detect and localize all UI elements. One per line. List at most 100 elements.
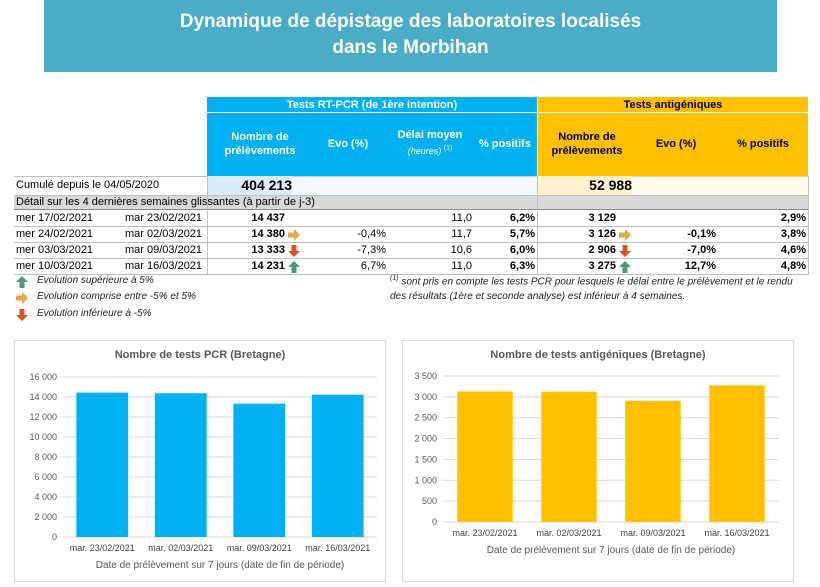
delay-unit-text: (heures) [407, 146, 442, 156]
x-axis-label: Date de prélèvement sur 7 jours (date de… [96, 560, 344, 571]
row-pcr-count: 14 231 [251, 260, 285, 272]
row-start-date: mer 24/02/2021 [16, 228, 94, 240]
bar [541, 391, 597, 522]
ag-subheader-bg [538, 113, 808, 176]
row-pcr-count: 13 333 [251, 244, 285, 256]
y-tick-label: 14 000 [29, 392, 57, 402]
title-line-2: dans le Morbihan [332, 37, 489, 58]
y-tick-label: 12 000 [29, 412, 57, 422]
footnote: (1) sont pris en compte les tests PCR po… [390, 271, 810, 304]
y-tick-label: 10 000 [29, 432, 57, 442]
row-pcr-positive: 5,7% [509, 228, 535, 240]
y-tick-label: 3 000 [414, 392, 437, 402]
ag-header-positive: % positifs [737, 138, 789, 150]
y-tick-label: 0 [432, 517, 437, 527]
legend-flat-arrow-icon [16, 292, 28, 304]
pcr-chart-title: Nombre de tests PCR (Bretagne) [114, 349, 286, 361]
pcr-header-evo: Evo (%) [327, 138, 369, 150]
row-pcr-evo: 6,7% [360, 260, 386, 272]
row-ag-positive: 4,6% [780, 244, 806, 256]
ag-header-evo: Evo (%) [655, 138, 697, 150]
cumul-row [14, 176, 808, 195]
legend-up-arrow-icon [16, 276, 28, 288]
ag-chart-title: Nombre de tests antigéniques (Bretagne) [490, 349, 706, 361]
legend-flat-label: Evolution comprise entre -5% et 5% [37, 291, 196, 302]
table-row [14, 211, 808, 227]
cumul-ag-bg [538, 176, 632, 195]
row-pcr-positive: 6,0% [509, 244, 535, 256]
row-pcr-evo: -0,4% [357, 228, 386, 240]
row-end-date: mar 23/02/2021 [125, 212, 203, 224]
title-banner: Dynamique de dépistage des laboratoires … [44, 0, 777, 72]
delay-note-mark: (1) [443, 145, 453, 152]
row-start-date: mer 17/02/2021 [16, 212, 94, 224]
row-end-date: mar 16/03/2021 [125, 260, 203, 272]
ag-header-count: Nombre de prélèvements [551, 131, 623, 157]
cumul-pcr-fill [292, 176, 537, 195]
cumul-pcr-bg [207, 176, 292, 195]
ag-group-header: Tests antigéniques [538, 97, 808, 113]
x-tick-label: mar. 02/03/2021 [148, 543, 213, 553]
ag-chart-svg: 0 500 1 000 1 500 2 000 2 500 3 000 3 500 mar. 2… [414, 371, 779, 556]
row-start-date: mer 03/03/2021 [16, 244, 94, 256]
row-end-date: mar 02/03/2021 [125, 228, 203, 240]
row-start-date: mer 10/03/2021 [16, 260, 94, 272]
cumul-ag-value: 52 988 [589, 177, 632, 193]
row-pcr-delay: 11,0 [451, 212, 472, 224]
row-pcr-delay: 10,6 [450, 244, 472, 256]
detail-label: Détail sur les 4 dernières semaines glis… [16, 196, 315, 208]
y-tick-label: 1 000 [414, 475, 437, 485]
x-tick-label: mar. 02/03/2021 [536, 528, 601, 538]
row-pcr-positive: 6,3% [509, 260, 535, 272]
y-tick-label: 2 000 [34, 512, 57, 522]
pcr-header-positive: % positifs [479, 138, 531, 150]
table-row [14, 227, 808, 243]
screening-table: Tests RT-PCR (de 1ère intention) Tests a… [14, 97, 810, 321]
row-ag-count: 2 906 [588, 244, 616, 256]
pcr-subheader-bg [207, 113, 537, 176]
y-tick-label: 8 000 [34, 452, 57, 462]
legend-up-label: Evolution supérieure à 5% [37, 275, 154, 286]
pcr-header-delay-unit: (heures) (1) [385, 145, 475, 156]
row-ag-evo: -0,1% [687, 228, 716, 240]
y-tick-label: 1 500 [414, 454, 437, 464]
footnote-text: sont pris en compte les tests PCR pour l… [390, 276, 793, 303]
y-tick-label: 500 [422, 496, 437, 506]
pcr-evolution-arrow-icon [288, 229, 300, 241]
y-tick-label: 0 [52, 532, 57, 542]
x-tick-label: mar. 16/03/2021 [704, 528, 769, 538]
detail-row-bg [14, 195, 808, 210]
x-tick-label: mar. 09/03/2021 [620, 528, 685, 538]
row-pcr-delay: 11,7 [451, 228, 472, 240]
table-row [14, 259, 808, 275]
row-pcr-positive: 6,2% [509, 212, 535, 224]
cumul-pcr-value: 404 213 [241, 177, 292, 193]
row-ag-evo: 12,7% [684, 260, 716, 272]
y-tick-label: 2 000 [414, 434, 437, 444]
row-end-date: mar 09/03/2021 [125, 244, 203, 256]
y-tick-label: 3 500 [414, 371, 437, 381]
title-line-1: Dynamique de dépistage des laboratoires … [179, 11, 642, 32]
row-ag-positive: 3,8% [780, 228, 806, 240]
footnote-mark: (1) [390, 275, 399, 282]
x-tick-label: mar. 09/03/2021 [227, 543, 292, 553]
pcr-chart: Nombre de tests PCR (Bretagne) 0 2 000 4 0… [14, 340, 386, 582]
row-pcr-count: 14 437 [251, 212, 285, 224]
pcr-chart-svg: 0 2 000 4 000 6 000 8 000 10 000 12 000 14 000 1… [29, 372, 377, 571]
row-pcr-evo: -7,3% [357, 244, 386, 256]
ag-evolution-arrow-icon [619, 261, 631, 273]
row-ag-count: 3 275 [588, 260, 616, 272]
bar [457, 391, 513, 522]
column-divider [808, 176, 809, 275]
pcr-header-count: Nombre de prélèvements [224, 131, 296, 157]
x-tick-label: mar. 23/02/2021 [70, 543, 135, 553]
bar [709, 385, 765, 522]
ag-chart: Nombre de tests antigéniques (Bretagne) … [402, 340, 794, 582]
x-tick-label: mar. 16/03/2021 [305, 543, 370, 553]
row-pcr-delay: 11,0 [451, 260, 472, 272]
row-ag-count: 3 129 [588, 212, 616, 224]
x-axis-label: Date de prélèvement sur 7 jours (date de… [487, 545, 735, 556]
y-tick-label: 2 500 [414, 413, 437, 423]
bar [311, 394, 364, 537]
bar [76, 392, 129, 537]
